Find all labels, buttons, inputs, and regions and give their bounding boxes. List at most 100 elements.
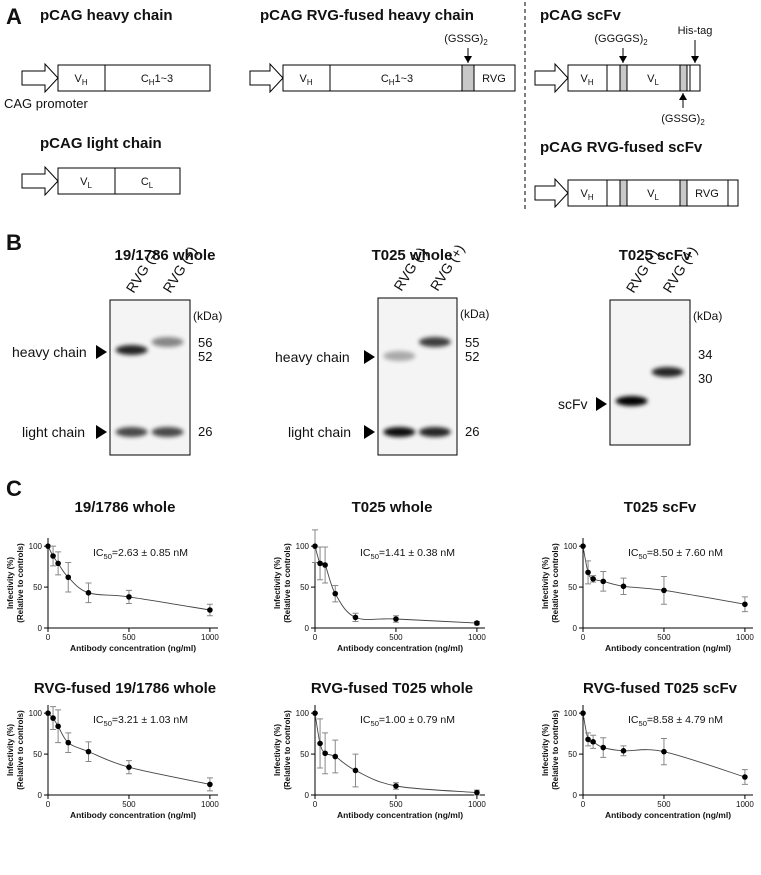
band xyxy=(115,427,148,437)
chart-title: 19/1786 whole xyxy=(75,499,176,516)
label-sub: 2 xyxy=(643,38,647,47)
chart-title: T025 whole xyxy=(352,499,433,516)
linker xyxy=(679,64,688,92)
label-rest: =8.50 ± 7.60 nM xyxy=(647,547,723,559)
data-point xyxy=(65,739,72,746)
data-point xyxy=(55,560,61,567)
label-sub: H xyxy=(389,78,395,87)
linker xyxy=(461,64,475,92)
data-point xyxy=(620,748,627,754)
ic50-annotation: IC50=8.50 ± 7.60 nM xyxy=(628,547,723,561)
label: VH xyxy=(74,73,87,87)
ic50-annotation: IC50=2.63 ± 0.85 nM xyxy=(93,547,188,561)
label-sub: 50 xyxy=(371,552,379,561)
promoter-arrow xyxy=(21,62,59,94)
y-tick-label: 0 xyxy=(305,624,310,633)
y-axis-note: (Relative to controls) xyxy=(16,710,25,790)
box xyxy=(57,64,211,92)
y-tick-label: 50 xyxy=(33,583,42,592)
y-tick-label: 50 xyxy=(568,583,577,592)
label-sub: H xyxy=(82,78,88,87)
x-tick-label: 1000 xyxy=(468,800,486,809)
chart-title: RVG-fused 19/1786 whole xyxy=(34,680,216,697)
marker-label: 26 xyxy=(465,424,479,439)
label-rest: =8.58 ± 4.79 nM xyxy=(647,714,723,726)
data-point xyxy=(50,715,56,721)
band xyxy=(615,396,648,406)
band-pointer xyxy=(96,425,107,439)
label: VL xyxy=(647,73,659,87)
data-point xyxy=(580,543,586,549)
band xyxy=(383,351,416,361)
data-point xyxy=(585,569,591,576)
label-sub: 50 xyxy=(639,719,647,728)
promoter-arrow xyxy=(534,62,569,94)
chart-title: RVG-fused T025 scFv xyxy=(583,680,738,697)
y-axis-note: (Relative to controls) xyxy=(551,710,560,790)
domain-label: RVG xyxy=(482,73,506,85)
box xyxy=(567,179,739,207)
band-label: heavy chain xyxy=(275,349,350,365)
x-tick-label: 500 xyxy=(389,633,403,642)
label: CL xyxy=(141,176,154,190)
label-sub: 50 xyxy=(371,719,379,728)
y-axis-note: (Relative to controls) xyxy=(283,710,292,790)
y-axis-label: Infectivity (%) xyxy=(541,724,550,776)
x-tick-label: 1000 xyxy=(468,633,486,642)
x-axis-label: Antibody concentration (ng/ml) xyxy=(605,810,731,820)
label-main: IC xyxy=(93,714,104,726)
y-axis-label: Infectivity (%) xyxy=(6,724,15,776)
data-point xyxy=(661,748,667,755)
label-rest: =3.21 ± 1.03 nM xyxy=(112,714,188,726)
promoter-arrow xyxy=(249,62,284,94)
y-tick-label: 0 xyxy=(38,791,43,800)
label: VH xyxy=(299,73,312,87)
band-pointer xyxy=(96,345,107,359)
data-point xyxy=(312,710,318,716)
promoter-arrow xyxy=(21,165,59,197)
data-point xyxy=(85,590,92,596)
x-tick-label: 1000 xyxy=(736,633,754,642)
label-sub: H xyxy=(588,78,594,87)
x-tick-label: 0 xyxy=(581,633,586,642)
data-point xyxy=(317,740,323,747)
data-point xyxy=(332,590,339,597)
data-point xyxy=(55,723,61,730)
y-tick-label: 0 xyxy=(305,791,310,800)
x-axis-label: Antibody concentration (ng/ml) xyxy=(70,810,196,820)
construct-title: pCAG RVG-fused scFv xyxy=(540,139,703,156)
box xyxy=(282,64,516,92)
construct-title: pCAG light chain xyxy=(40,135,162,152)
data-point xyxy=(661,587,667,594)
marker-label: 55 xyxy=(465,335,479,350)
linker xyxy=(619,64,628,92)
x-axis-label: Antibody concentration (ng/ml) xyxy=(70,643,196,653)
label: CH1~3 xyxy=(141,73,173,87)
band xyxy=(418,427,451,437)
chart-title: RVG-fused T025 whole xyxy=(311,680,473,697)
data-point xyxy=(474,789,480,796)
linker xyxy=(679,179,688,207)
label-main: C xyxy=(141,176,149,188)
y-tick-label: 100 xyxy=(296,542,310,551)
label-main: IC xyxy=(360,547,371,559)
band-pointer xyxy=(364,350,375,364)
x-tick-label: 0 xyxy=(313,633,318,642)
band xyxy=(418,337,451,347)
data-point xyxy=(590,576,596,582)
box xyxy=(57,167,181,195)
label: (GSSG)2 xyxy=(444,33,488,47)
data-point xyxy=(317,560,323,567)
label-sub: 50 xyxy=(104,552,112,561)
unit-label: (kDa) xyxy=(460,307,489,321)
unit-label: (kDa) xyxy=(193,309,222,323)
y-axis-label: Infectivity (%) xyxy=(273,724,282,776)
data-point xyxy=(474,620,480,626)
pointer-head xyxy=(619,56,627,63)
label-main: (GSSG) xyxy=(444,33,483,45)
data-point xyxy=(50,553,56,559)
band-label: scFv xyxy=(558,396,588,412)
x-tick-label: 0 xyxy=(46,633,51,642)
marker-label: 56 xyxy=(198,335,212,350)
panel-label: A xyxy=(6,4,22,29)
